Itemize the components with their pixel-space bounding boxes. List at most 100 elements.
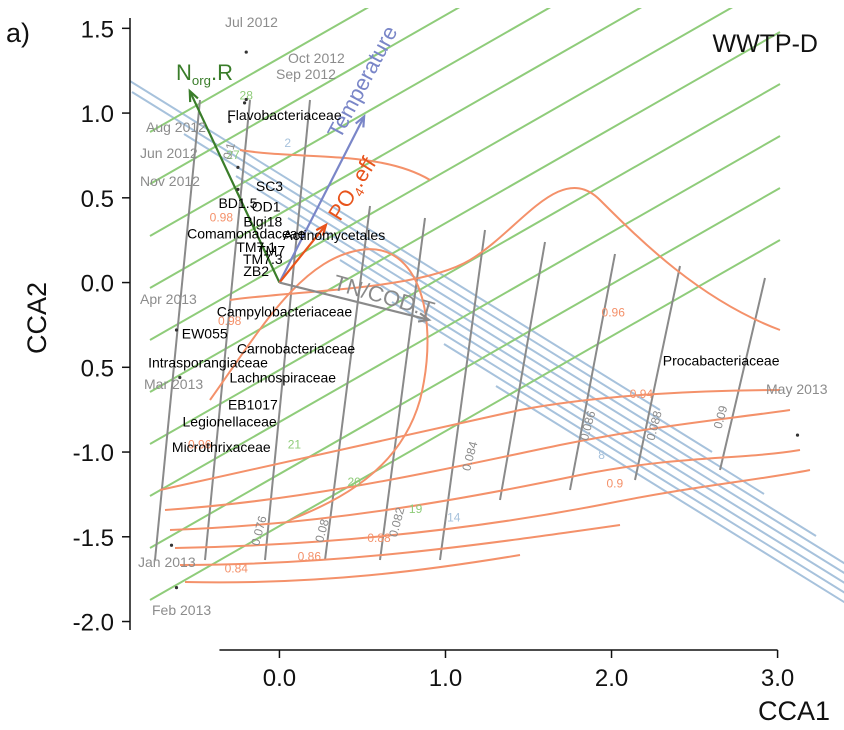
vector-arrowhead bbox=[188, 88, 199, 103]
panel-title: WWTP-D bbox=[712, 30, 818, 58]
sample-point bbox=[795, 433, 800, 437]
vector-po4-eff bbox=[278, 224, 327, 284]
x-tick-label: 2.0 bbox=[595, 665, 628, 692]
po4-contour bbox=[184, 554, 521, 584]
tn-cod-contour bbox=[204, 99, 251, 561]
sample-point bbox=[236, 165, 240, 169]
sample-point bbox=[244, 50, 248, 54]
contour-label: 0.084 bbox=[459, 439, 480, 472]
sample-point bbox=[236, 187, 240, 191]
taxon-labels: Flavobacteriaceae SC3BD1.5OD1Blgi18Comamo… bbox=[148, 107, 780, 455]
tn-cod-contour bbox=[569, 253, 616, 491]
y-tick-label: 0.5 bbox=[81, 355, 114, 382]
contour-label: 0.1 bbox=[220, 141, 238, 161]
x-tick-label: 0.0 bbox=[263, 665, 296, 692]
sample-point bbox=[244, 97, 248, 102]
vector-norg-r bbox=[188, 90, 281, 284]
contour-label: 0.86 bbox=[298, 550, 322, 564]
vector-temperature bbox=[278, 115, 366, 284]
contour-label: 0.96 bbox=[602, 305, 626, 319]
temperature-contour bbox=[287, 217, 844, 565]
sample-point bbox=[228, 119, 232, 124]
taxon-label: Carnobacteriaceae bbox=[237, 341, 356, 357]
taxon-label: ZB2 bbox=[243, 263, 269, 279]
sample-label: Jun 2012 bbox=[140, 145, 198, 161]
taxon-label: TM7.1 bbox=[236, 239, 276, 255]
panel-letter: a) bbox=[6, 18, 30, 48]
temperature-contour bbox=[443, 343, 844, 594]
taxon-label: Blgi18 bbox=[243, 214, 282, 230]
norg-contour bbox=[149, 83, 781, 445]
po4-contour bbox=[209, 248, 429, 521]
vector-tn-cod-t bbox=[279, 281, 430, 321]
po4-contour bbox=[174, 469, 811, 549]
y-tick-label: 0.5 bbox=[81, 186, 114, 213]
x-tick-label: 1.0 bbox=[429, 665, 462, 692]
sample-point bbox=[174, 328, 179, 332]
contour-label: 2 bbox=[284, 136, 291, 150]
taxon-label: EW055 bbox=[182, 325, 228, 341]
sample-label: Nov 2012 bbox=[140, 173, 200, 189]
vector-arrowhead bbox=[354, 113, 366, 128]
po4-contour bbox=[159, 389, 781, 491]
sample-point bbox=[169, 543, 174, 547]
tn-cod-contour bbox=[439, 229, 486, 561]
y-tick-label: -1.0 bbox=[73, 440, 114, 467]
temperature-contour bbox=[131, 91, 713, 453]
tn-cod-contour bbox=[634, 265, 681, 481]
temperature-contour bbox=[391, 301, 844, 584]
tn-cod-contour bbox=[499, 241, 546, 501]
taxon-label: TM7 bbox=[257, 242, 285, 258]
contour-label: 20 bbox=[347, 475, 361, 489]
taxon-label: Campylobacteriaceae bbox=[217, 303, 353, 319]
contour-label: 0.9 bbox=[607, 477, 624, 491]
contour-label: 0.96 bbox=[188, 438, 212, 452]
tn-cod-contour bbox=[264, 99, 311, 561]
vector-arrowhead bbox=[417, 312, 432, 323]
axes: 1.5 1.0 0.5 0.0 0.5 -1.0 -1.5 -2.0 0.0 1.0 2.0 3.0 bbox=[73, 16, 795, 692]
norg-contour bbox=[149, 187, 781, 549]
contour-label: 14 bbox=[447, 511, 461, 525]
sample-label: Mar 2013 bbox=[144, 376, 203, 392]
y-tick-label: 1.5 bbox=[81, 16, 114, 43]
norg-contour bbox=[149, 8, 461, 185]
contour-lines bbox=[130, 8, 844, 604]
contour-label: 21 bbox=[288, 438, 302, 452]
taxon-label: Legionellaceae bbox=[183, 414, 277, 430]
taxon-label: Procabacteriaceae bbox=[663, 353, 780, 369]
taxon-label: Flavobacteriaceae bbox=[227, 107, 342, 123]
taxon-label: Lachnospiraceae bbox=[229, 370, 336, 386]
temperature-contour bbox=[495, 385, 844, 604]
norg-contour bbox=[149, 8, 552, 237]
x-axis-title: CCA1 bbox=[758, 696, 830, 726]
vector-arrowhead bbox=[315, 222, 328, 236]
y-tick-label: 0.0 bbox=[81, 271, 114, 298]
vector-label-po4-eff: PO4.eff bbox=[323, 152, 384, 226]
sample-label: Apr 2013 bbox=[140, 291, 197, 307]
contour-label: 0.08 bbox=[312, 517, 332, 543]
temperature-contour bbox=[339, 259, 844, 575]
po4-contour bbox=[239, 149, 431, 181]
sample-point bbox=[242, 101, 247, 105]
sample-label: Jul 2012 bbox=[225, 14, 278, 30]
contour-label: 0.09 bbox=[711, 404, 731, 430]
contour-label: 19 bbox=[409, 502, 423, 516]
norg-contour bbox=[149, 135, 781, 497]
sample-point bbox=[178, 375, 182, 380]
tn-cod-contour bbox=[379, 217, 426, 561]
contour-label: 0.98 bbox=[218, 314, 242, 328]
norg-contour bbox=[149, 31, 781, 393]
tn-cod-contour bbox=[719, 277, 766, 471]
x-tick-label: 3.0 bbox=[761, 665, 794, 692]
contour-label: 0.84 bbox=[225, 561, 249, 575]
norg-contour bbox=[149, 8, 370, 133]
y-axis-title: CCA2 bbox=[22, 282, 52, 354]
norg-contour bbox=[149, 239, 781, 601]
taxon-label: Intrasporangiaceae bbox=[148, 354, 268, 370]
po4-contour bbox=[179, 524, 621, 566]
y-tick-label: 1.0 bbox=[81, 101, 114, 128]
contour-label: 0.088 bbox=[644, 409, 665, 442]
vector-label-norg-r: Norg.R bbox=[176, 60, 233, 88]
